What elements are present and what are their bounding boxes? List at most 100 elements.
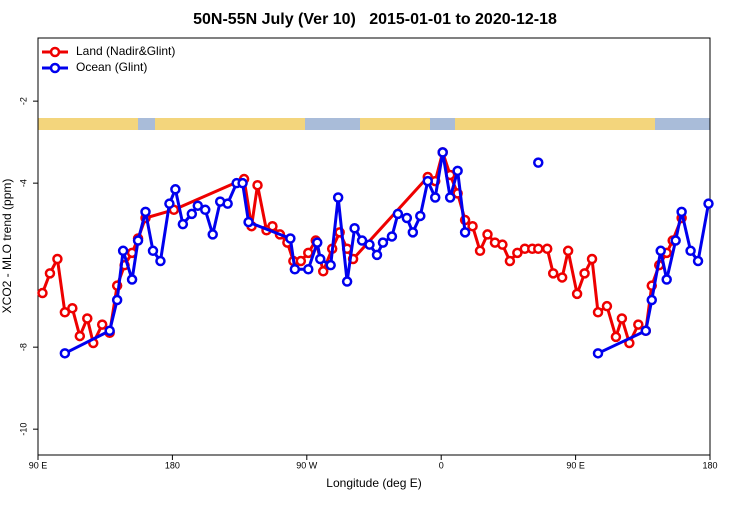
y-axis-label: XCO2 - MLO trend (ppm) <box>0 179 14 314</box>
map-land <box>38 118 138 130</box>
y-tick-label: -8 <box>18 343 28 351</box>
point <box>140 206 151 218</box>
point <box>303 247 314 259</box>
map-land <box>155 118 305 130</box>
point <box>104 325 115 337</box>
point <box>452 165 463 177</box>
point <box>562 245 574 257</box>
point <box>676 206 687 218</box>
point <box>670 235 681 246</box>
point <box>117 245 129 257</box>
legend-label: Land (Nadir&Glint) <box>76 44 175 58</box>
point <box>341 276 353 287</box>
point <box>37 287 48 299</box>
point <box>601 300 613 312</box>
x-tick-label: 0 <box>439 460 444 470</box>
x-tick-label: 180 <box>165 460 180 470</box>
point <box>655 245 666 257</box>
point <box>59 307 71 318</box>
point <box>586 253 598 265</box>
point <box>186 208 198 220</box>
point <box>295 255 307 267</box>
x-tick-label: 90 E <box>29 460 48 470</box>
point <box>592 348 604 359</box>
point <box>467 220 478 232</box>
point <box>332 192 344 203</box>
point <box>474 245 486 257</box>
point <box>616 313 628 324</box>
point <box>392 208 404 220</box>
point <box>364 239 375 250</box>
y-tick-label: -10 <box>18 423 28 436</box>
point <box>377 237 389 248</box>
point <box>164 198 175 209</box>
legend-marker <box>49 62 61 74</box>
point <box>59 348 71 359</box>
point <box>317 266 329 277</box>
point <box>243 216 254 228</box>
point <box>685 245 696 257</box>
point <box>571 288 583 300</box>
point <box>437 147 448 158</box>
point <box>289 264 301 275</box>
point <box>541 243 553 255</box>
legend-marker <box>49 46 61 58</box>
point <box>371 249 383 261</box>
point <box>111 294 123 306</box>
x-axis-label: Longitude (deg E) <box>326 476 421 490</box>
point <box>126 274 138 285</box>
map-land <box>455 118 655 130</box>
point <box>661 274 672 285</box>
map-strip <box>38 118 710 130</box>
y-tick-label: -4 <box>18 179 28 187</box>
x-tick-label: 90 W <box>296 460 318 470</box>
point <box>610 331 622 343</box>
point <box>349 223 360 234</box>
point <box>407 227 419 238</box>
point <box>155 255 166 267</box>
point <box>200 204 211 216</box>
point <box>192 200 204 211</box>
point <box>314 253 326 265</box>
y-tick-label: -2 <box>18 97 28 105</box>
point <box>356 235 368 246</box>
point <box>482 229 493 240</box>
point <box>44 268 56 279</box>
point <box>170 184 181 195</box>
point <box>459 227 471 238</box>
point <box>547 268 559 279</box>
chart-title: 50N-55N July (Ver 10) 2015-01-01 to 2020… <box>193 11 557 28</box>
plot-frame <box>37 37 711 456</box>
point <box>497 239 508 250</box>
point <box>692 255 704 267</box>
point <box>533 157 544 168</box>
point <box>177 218 189 230</box>
point <box>74 330 86 342</box>
point <box>132 235 144 246</box>
point <box>252 179 263 191</box>
point <box>592 307 604 318</box>
point <box>303 264 314 275</box>
legend-label: Ocean (Glint) <box>76 60 147 74</box>
x-tick-label: 180 <box>702 460 717 470</box>
point <box>512 247 523 259</box>
point <box>429 192 441 203</box>
point <box>207 229 218 240</box>
point <box>325 259 336 271</box>
point <box>237 177 248 189</box>
point <box>401 212 413 224</box>
point <box>633 319 644 330</box>
point <box>415 210 426 222</box>
point <box>52 253 63 265</box>
x-tick-label: 90 E <box>566 460 585 470</box>
point <box>312 237 323 248</box>
point <box>82 313 93 324</box>
point <box>579 268 590 279</box>
point <box>504 255 516 267</box>
point <box>703 198 714 209</box>
point <box>386 231 398 242</box>
point <box>533 243 544 255</box>
point <box>285 233 296 244</box>
point <box>422 175 434 187</box>
